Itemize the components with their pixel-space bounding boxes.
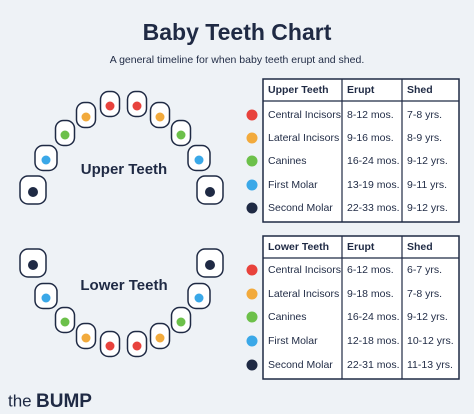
- table-header: Lower Teeth: [268, 241, 329, 253]
- legend-dot: [246, 311, 258, 323]
- table-cell: First Molar: [268, 335, 318, 347]
- table-header: Upper Teeth: [268, 84, 328, 96]
- table-cell: 9-11 yrs.: [407, 179, 447, 191]
- table-cell: 7-8 yrs.: [407, 288, 442, 300]
- legend-dot: [246, 202, 258, 214]
- tooth-dot: [176, 317, 186, 327]
- table-cell: 8-9 yrs.: [407, 132, 442, 144]
- tooth-dot: [155, 112, 165, 122]
- tooth-dot: [132, 341, 142, 351]
- tooth-dot: [205, 187, 215, 197]
- table-cell: 22-31 mos.: [347, 359, 400, 371]
- tooth-dot: [194, 293, 204, 303]
- legend-dot: [246, 335, 258, 347]
- tooth-dot: [81, 333, 91, 343]
- tooth-dot: [41, 155, 51, 165]
- table-header: Erupt: [347, 84, 375, 96]
- table-cell: Lateral Incisors: [268, 132, 339, 144]
- table-cell: First Molar: [268, 179, 318, 191]
- table-cell: 9-12 yrs.: [407, 155, 448, 167]
- upper-label: Upper Teeth: [81, 161, 167, 178]
- table-cell: 7-8 yrs.: [407, 109, 442, 121]
- table-cell: Lateral Incisors: [268, 288, 339, 300]
- legend-dot: [246, 359, 258, 371]
- table-header: Shed: [407, 241, 433, 253]
- table-cell: 22-33 mos.: [347, 202, 400, 214]
- legend-dot: [246, 179, 258, 191]
- legend-dot: [246, 264, 258, 276]
- table-cell: 10-12 yrs.: [407, 335, 454, 347]
- legend-dot: [246, 132, 258, 144]
- tooth-dot: [60, 130, 70, 140]
- table-frame: [262, 235, 460, 380]
- tooth-dot: [176, 130, 186, 140]
- table-cell: 16-24 mos.: [347, 155, 400, 167]
- table-cell: 13-19 mos.: [347, 179, 400, 191]
- lower-label: Lower Teeth: [80, 277, 167, 294]
- subtitle: A general timeline for when baby teeth e…: [110, 54, 365, 66]
- tooth-dot: [81, 112, 91, 122]
- tooth-dot: [132, 101, 142, 111]
- table-cell: Central Incisors: [268, 264, 341, 276]
- tooth-dot: [105, 341, 115, 351]
- table-cell: Central Incisors: [268, 109, 341, 121]
- table-cell: 9-12 yrs.: [407, 202, 448, 214]
- tooth-dot: [28, 260, 38, 270]
- table-header: Erupt: [347, 241, 375, 253]
- tooth-dot: [60, 317, 70, 327]
- tooth-dot: [105, 101, 115, 111]
- table-cell: 9-16 mos.: [347, 132, 394, 144]
- table-cell: 9-12 yrs.: [407, 311, 448, 323]
- table-cell: 6-7 yrs.: [407, 264, 442, 276]
- title: Baby Teeth Chart: [143, 19, 332, 45]
- legend-dot: [246, 288, 258, 300]
- table-cell: Second Molar: [268, 359, 333, 371]
- tooth-dot: [155, 333, 165, 343]
- table-cell: Canines: [268, 155, 307, 167]
- logo-brand: BUMP: [36, 391, 92, 412]
- tooth-dot: [28, 187, 38, 197]
- table-cell: Canines: [268, 311, 307, 323]
- table-frame: [262, 78, 460, 223]
- table-header: Shed: [407, 84, 433, 96]
- tooth-dot: [194, 155, 204, 165]
- table-cell: 6-12 mos.: [347, 264, 394, 276]
- table-cell: Second Molar: [268, 202, 333, 214]
- logo-prefix: the: [8, 391, 32, 410]
- table-cell: 8-12 mos.: [347, 109, 394, 121]
- tooth-dot: [41, 293, 51, 303]
- table-cell: 9-18 mos.: [347, 288, 394, 300]
- tooth-dot: [205, 260, 215, 270]
- legend-dot: [246, 109, 258, 121]
- table-cell: 12-18 mos.: [347, 335, 400, 347]
- legend-dot: [246, 155, 258, 167]
- table-cell: 16-24 mos.: [347, 311, 400, 323]
- table-cell: 11-13 yrs.: [407, 359, 453, 371]
